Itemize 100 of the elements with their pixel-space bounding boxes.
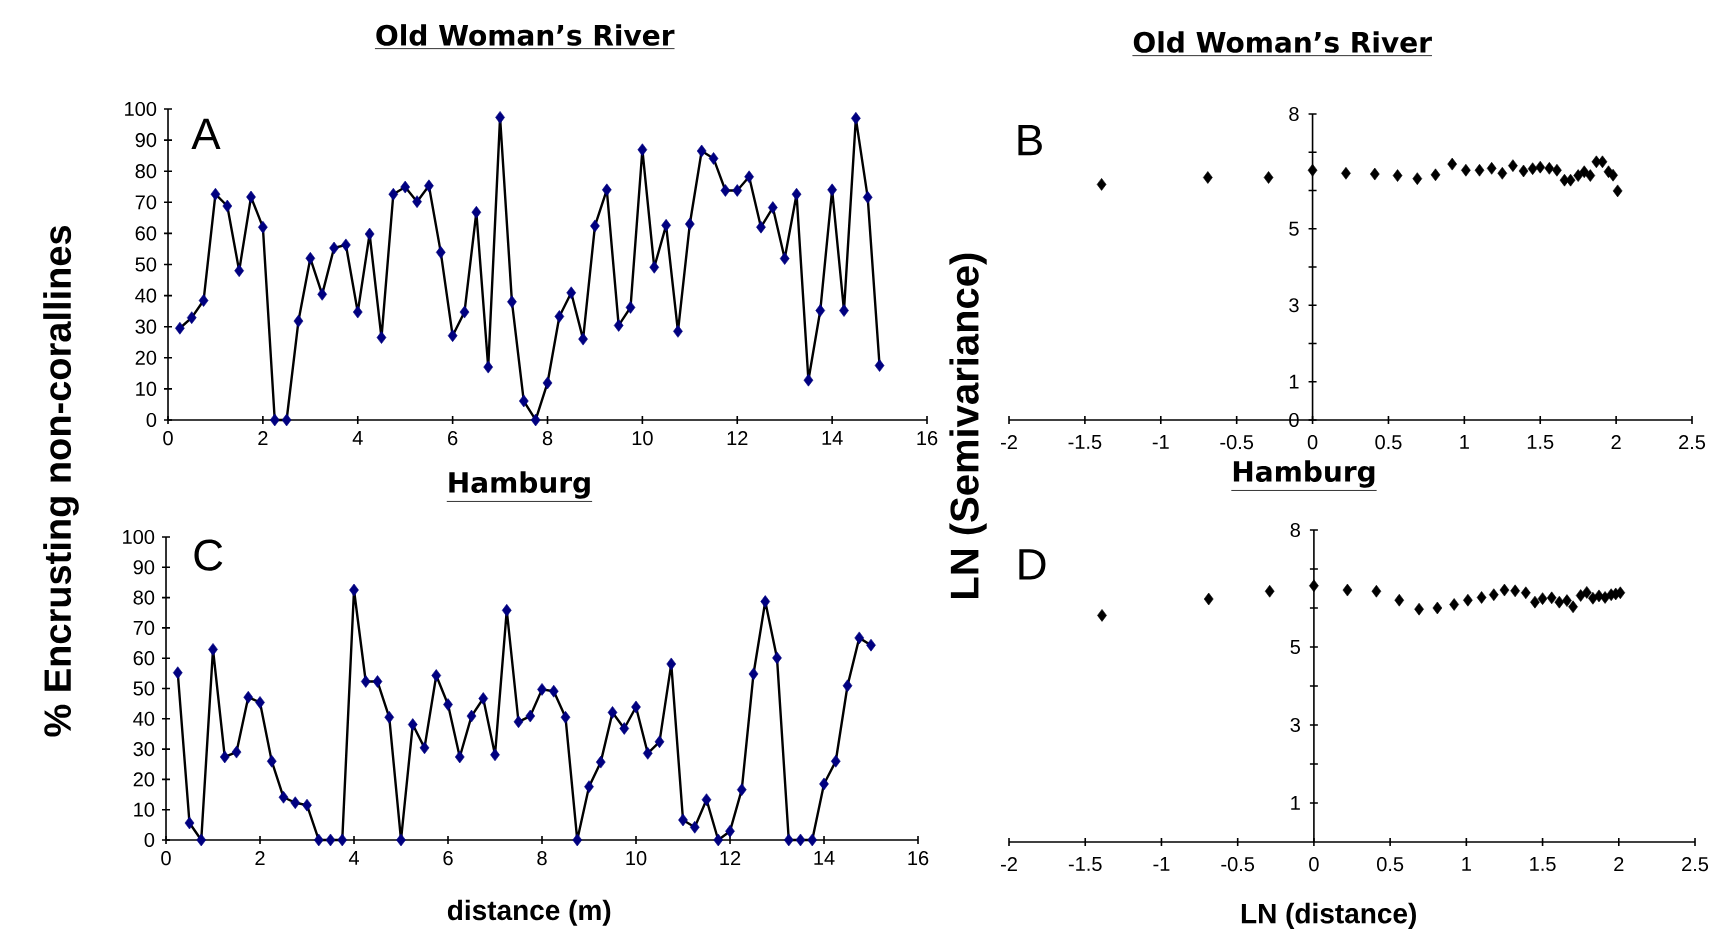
point	[619, 722, 630, 735]
point	[1394, 593, 1405, 607]
point	[689, 820, 700, 834]
y-tick-label: 8	[1290, 522, 1300, 538]
point	[302, 798, 312, 812]
point	[542, 376, 553, 390]
point	[1530, 595, 1540, 609]
point	[654, 735, 665, 749]
point	[631, 700, 641, 714]
y-tick-label: 60	[133, 651, 155, 666]
point	[1264, 584, 1275, 598]
point	[1203, 171, 1213, 184]
point	[454, 750, 465, 764]
point	[560, 710, 571, 724]
point	[269, 413, 280, 427]
y-tick-label: 50	[135, 257, 157, 272]
x-tick-label: 2	[1614, 857, 1624, 872]
point	[184, 816, 195, 830]
point	[281, 413, 292, 427]
point	[255, 696, 265, 709]
point	[842, 679, 853, 693]
x-tick-label: 0	[163, 431, 173, 446]
x-tick-label: 4	[348, 851, 359, 865]
y-tick-label: 30	[135, 319, 157, 334]
point	[243, 690, 254, 704]
point	[364, 227, 375, 241]
point	[1097, 609, 1107, 622]
point	[779, 252, 790, 265]
annotation: D	[1019, 549, 1046, 580]
point	[443, 698, 453, 711]
point	[1486, 162, 1497, 175]
point	[490, 748, 500, 762]
x-tick-label: 2	[1611, 435, 1621, 450]
point	[1552, 163, 1562, 177]
point	[431, 669, 442, 682]
point	[866, 638, 876, 652]
point	[791, 187, 802, 201]
point	[372, 675, 383, 688]
point	[412, 195, 422, 208]
point	[1463, 593, 1473, 607]
point	[874, 359, 885, 372]
point	[258, 220, 268, 234]
point	[701, 793, 712, 806]
point	[602, 183, 612, 197]
point	[459, 305, 470, 319]
point	[795, 833, 806, 847]
point	[1461, 163, 1471, 177]
chart-title: Hamburg	[1233, 460, 1375, 488]
annotation: B	[1018, 124, 1042, 156]
point	[1546, 591, 1557, 605]
point	[554, 310, 565, 323]
point	[352, 305, 363, 319]
x-axis-title: distance (m)	[447, 899, 611, 926]
point	[419, 741, 430, 755]
point	[590, 219, 600, 233]
point	[783, 833, 794, 847]
point	[1392, 169, 1403, 182]
chart-title: Old Woman’s River	[1133, 31, 1432, 53]
point	[396, 833, 406, 847]
point	[548, 684, 559, 698]
point	[736, 783, 747, 796]
y-tick-label: 1	[1289, 374, 1299, 389]
point	[815, 304, 826, 317]
x-tick-label: -0.5	[1221, 857, 1255, 872]
point	[1527, 162, 1538, 175]
point	[507, 295, 517, 309]
y-tick-label: 30	[133, 742, 155, 757]
y-axis-title: % Encrusting non-corallines	[43, 225, 79, 737]
point	[407, 718, 418, 731]
point	[862, 191, 873, 204]
point	[578, 332, 588, 346]
point	[290, 796, 301, 810]
point	[518, 394, 529, 408]
x-tick-label: 12	[720, 851, 741, 866]
point	[1575, 589, 1586, 602]
point	[388, 187, 399, 201]
y-tick-label: 20	[133, 772, 155, 787]
chart-title: Hamburg	[449, 471, 590, 499]
point	[313, 833, 324, 847]
y-tick-label: 100	[123, 529, 155, 545]
point	[1430, 168, 1441, 182]
x-tick-label: 6	[443, 851, 453, 866]
point	[1565, 173, 1576, 187]
y-tick-label: 60	[135, 226, 157, 241]
y-tick-label: 20	[135, 350, 157, 365]
point	[525, 709, 536, 723]
point	[471, 205, 482, 219]
point	[572, 833, 583, 847]
point	[625, 301, 636, 314]
point	[246, 190, 256, 204]
point	[1608, 168, 1618, 182]
y-tick-label: 50	[133, 681, 155, 696]
point	[607, 706, 618, 719]
point	[803, 373, 814, 387]
point	[756, 220, 766, 234]
x-tick-label: 2.5	[1679, 435, 1706, 450]
y-tick-label: 5	[1290, 640, 1300, 654]
x-tick-label: -1.5	[1068, 857, 1102, 871]
x-tick-label: 6	[448, 431, 458, 446]
point	[1096, 178, 1107, 191]
